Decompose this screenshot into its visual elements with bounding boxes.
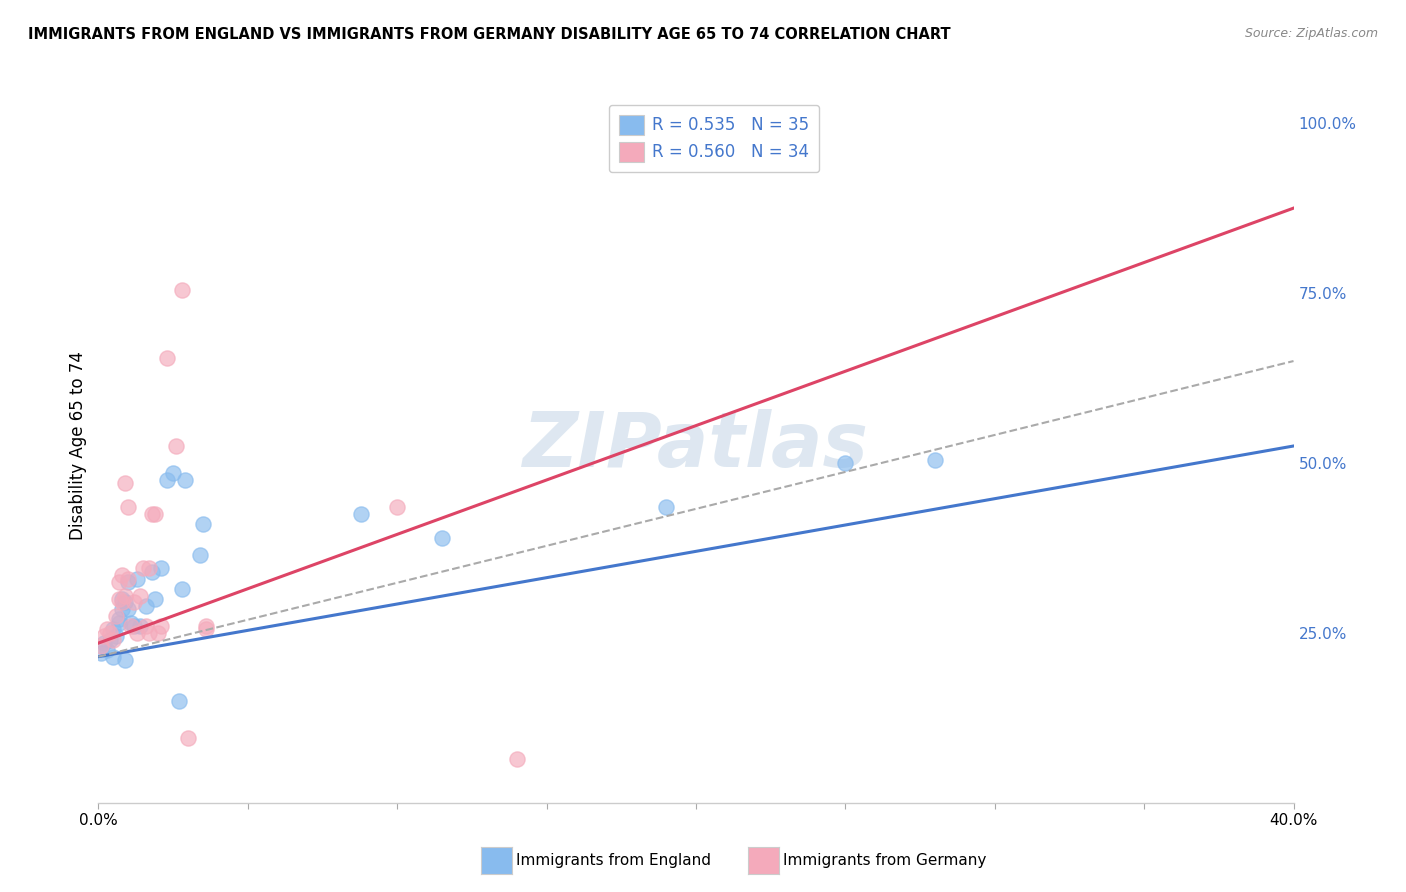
Point (93, 636, 115, 650)
Point (385, 500, 409, 515)
Point (188, 548, 211, 562)
Point (117, 602, 139, 616)
Point (162, 466, 184, 480)
Text: Immigrants from England: Immigrants from England (516, 854, 711, 868)
Point (132, 561, 155, 575)
Point (96, 643, 118, 657)
Legend: R = 0.535   N = 35, R = 0.560   N = 34: R = 0.535 N = 35, R = 0.560 N = 34 (609, 104, 820, 172)
Y-axis label: Disability Age 65 to 74: Disability Age 65 to 74 (69, 351, 87, 541)
Point (111, 591, 134, 606)
Point (117, 574, 139, 589)
Point (138, 561, 160, 575)
Point (111, 602, 134, 616)
Point (506, 751, 529, 765)
Point (114, 653, 136, 667)
Point (120, 615, 142, 630)
Point (103, 632, 125, 647)
Point (430, 531, 453, 545)
Point (127, 626, 149, 640)
Text: IMMIGRANTS FROM ENGLAND VS IMMIGRANTS FROM GERMANY DISABILITY AGE 65 TO 74 CORRE: IMMIGRANTS FROM ENGLAND VS IMMIGRANTS FR… (28, 27, 950, 42)
Point (124, 619, 146, 633)
Point (108, 615, 131, 630)
Point (350, 507, 373, 521)
Point (148, 626, 170, 640)
Point (172, 283, 194, 297)
Point (120, 619, 142, 633)
Point (90, 640, 112, 654)
Point (96, 623, 118, 637)
Point (100, 626, 122, 640)
Point (172, 582, 194, 596)
Text: ZIPatlas: ZIPatlas (523, 409, 869, 483)
Point (195, 619, 218, 633)
Point (105, 608, 128, 623)
Point (143, 507, 166, 521)
Point (108, 574, 131, 589)
Point (90, 646, 112, 660)
Point (156, 351, 179, 365)
Point (138, 626, 160, 640)
Point (108, 591, 131, 606)
Point (135, 619, 157, 633)
Point (105, 629, 128, 643)
Point (195, 623, 218, 637)
Point (103, 649, 125, 664)
Point (129, 619, 152, 633)
Point (177, 731, 200, 746)
Point (117, 500, 139, 515)
Point (93, 629, 115, 643)
Point (150, 561, 173, 575)
Point (114, 595, 136, 609)
Point (108, 612, 131, 626)
Point (924, 452, 946, 467)
Point (100, 632, 122, 647)
Point (114, 589, 136, 603)
Point (111, 595, 134, 609)
Point (150, 619, 173, 633)
Point (141, 507, 163, 521)
Point (167, 694, 190, 708)
Point (111, 568, 134, 582)
Point (103, 623, 125, 637)
Point (834, 456, 856, 470)
Point (117, 572, 139, 586)
Point (191, 517, 214, 532)
Point (143, 591, 166, 606)
Point (135, 599, 157, 613)
Point (127, 572, 149, 586)
Point (141, 565, 163, 579)
Point (129, 589, 152, 603)
Point (114, 476, 136, 491)
Text: Immigrants from Germany: Immigrants from Germany (783, 854, 987, 868)
Point (174, 473, 197, 487)
Text: Source: ZipAtlas.com: Source: ZipAtlas.com (1244, 27, 1378, 40)
Point (655, 500, 678, 515)
Point (165, 439, 187, 453)
Point (156, 473, 179, 487)
Point (124, 595, 146, 609)
